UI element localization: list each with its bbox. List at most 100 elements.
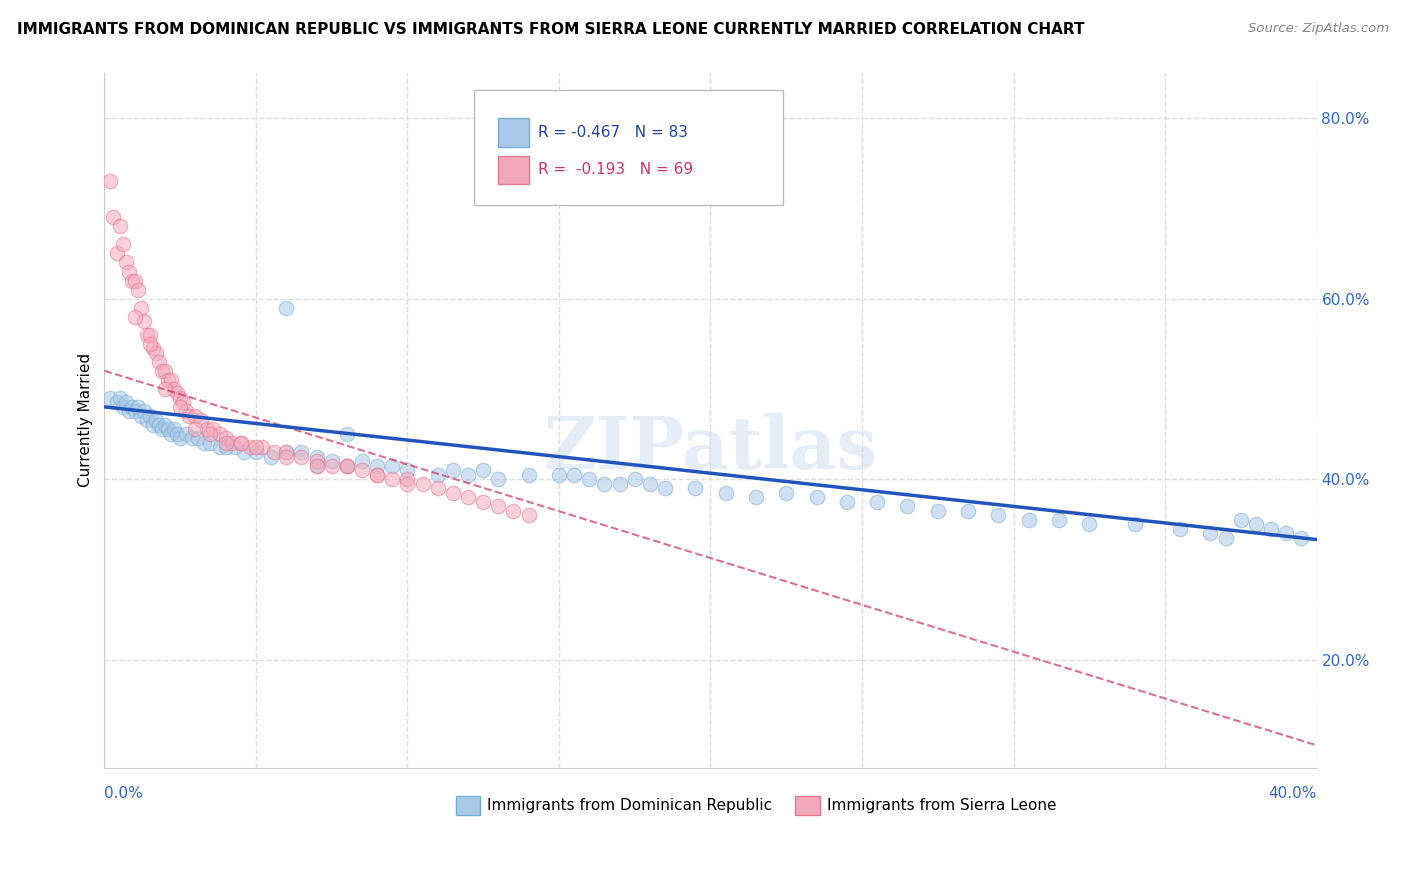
Point <box>111 400 134 414</box>
Point <box>174 426 197 441</box>
Point <box>366 467 388 482</box>
Point <box>148 417 170 432</box>
Point <box>153 364 176 378</box>
Point <box>150 422 173 436</box>
Point <box>486 499 509 513</box>
Point <box>350 454 373 468</box>
Point <box>117 264 139 278</box>
Point <box>1229 513 1251 527</box>
FancyBboxPatch shape <box>796 796 820 815</box>
Point <box>214 441 236 455</box>
Point <box>290 445 312 459</box>
Point <box>160 426 183 441</box>
Point <box>200 436 222 450</box>
Point <box>208 441 231 455</box>
Point <box>336 458 359 473</box>
Point <box>148 355 170 369</box>
Point <box>305 450 328 464</box>
Point <box>135 327 157 342</box>
Point <box>457 467 479 482</box>
Point <box>142 417 165 432</box>
Point <box>426 481 449 495</box>
Point <box>835 494 858 508</box>
Point <box>321 458 343 473</box>
Point <box>276 445 298 459</box>
Point <box>685 481 707 495</box>
Point <box>366 458 388 473</box>
Point <box>276 445 298 459</box>
Point <box>114 255 136 269</box>
Point <box>169 391 191 405</box>
Point <box>187 432 209 446</box>
Point <box>157 373 180 387</box>
Point <box>169 400 191 414</box>
Point <box>157 422 180 436</box>
Point <box>517 467 540 482</box>
Point <box>441 463 464 477</box>
Point <box>229 436 252 450</box>
Point <box>927 503 949 517</box>
Point <box>166 386 188 401</box>
Text: 0.0%: 0.0% <box>104 787 143 801</box>
Point <box>562 467 585 482</box>
Point <box>139 327 162 342</box>
Point <box>184 409 207 423</box>
Point <box>221 436 243 450</box>
Point <box>250 441 273 455</box>
Point <box>214 432 236 446</box>
Point <box>623 472 645 486</box>
Point <box>114 395 136 409</box>
Point <box>202 422 225 436</box>
Point <box>806 490 828 504</box>
Point <box>124 404 146 418</box>
Point <box>127 283 149 297</box>
Point <box>336 426 359 441</box>
Text: Immigrants from Sierra Leone: Immigrants from Sierra Leone <box>827 797 1056 813</box>
Point <box>169 432 191 446</box>
Point <box>108 391 131 405</box>
Point <box>441 485 464 500</box>
Point <box>139 409 162 423</box>
Point <box>426 467 449 482</box>
Point <box>163 422 186 436</box>
Point <box>172 395 194 409</box>
Point <box>1018 513 1040 527</box>
Point <box>336 458 359 473</box>
FancyBboxPatch shape <box>498 156 529 184</box>
FancyBboxPatch shape <box>498 119 529 146</box>
Point <box>100 391 122 405</box>
Point <box>105 395 128 409</box>
Point <box>208 426 231 441</box>
Point <box>1168 522 1191 536</box>
Point <box>100 174 122 188</box>
Point <box>987 508 1010 523</box>
Point <box>232 445 254 459</box>
Point <box>160 373 183 387</box>
Point <box>609 476 631 491</box>
Point <box>103 211 125 225</box>
Point <box>129 301 152 315</box>
Y-axis label: Currently Married: Currently Married <box>79 353 93 488</box>
Point <box>502 503 524 517</box>
Point <box>129 409 152 423</box>
Point <box>108 219 131 234</box>
Point <box>1275 526 1298 541</box>
Point <box>132 314 155 328</box>
Point <box>124 310 146 324</box>
Point <box>153 417 176 432</box>
Point <box>381 458 404 473</box>
Point <box>775 485 797 500</box>
Point <box>276 450 298 464</box>
Point <box>127 400 149 414</box>
Point <box>412 476 434 491</box>
Text: R =  -0.193   N = 69: R = -0.193 N = 69 <box>538 162 693 178</box>
Point <box>105 246 128 260</box>
FancyBboxPatch shape <box>474 90 783 205</box>
Point <box>486 472 509 486</box>
Point <box>163 382 186 396</box>
Point <box>638 476 661 491</box>
Point <box>1244 517 1267 532</box>
Point <box>350 463 373 477</box>
Point <box>472 463 495 477</box>
Point <box>190 413 212 427</box>
